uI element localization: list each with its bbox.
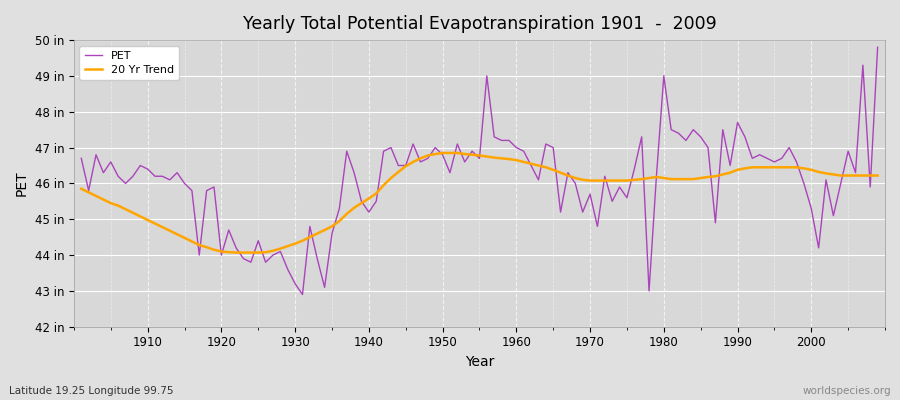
20 Yr Trend bbox=[135, 214, 146, 219]
20 Yr Trend bbox=[230, 250, 241, 255]
PET bbox=[518, 149, 529, 154]
20 Yr Trend bbox=[348, 205, 359, 210]
20 Yr Trend bbox=[518, 160, 529, 164]
PET bbox=[511, 145, 522, 150]
20 Yr Trend bbox=[526, 161, 536, 166]
Y-axis label: PET: PET bbox=[15, 171, 29, 196]
PET bbox=[872, 45, 883, 50]
Title: Yearly Total Potential Evapotranspiration 1901  -  2009: Yearly Total Potential Evapotranspiratio… bbox=[243, 15, 716, 33]
PET bbox=[297, 292, 308, 297]
20 Yr Trend bbox=[614, 178, 625, 183]
PET bbox=[76, 156, 86, 161]
Text: worldspecies.org: worldspecies.org bbox=[803, 386, 891, 396]
20 Yr Trend bbox=[872, 173, 883, 178]
Legend: PET, 20 Yr Trend: PET, 20 Yr Trend bbox=[79, 46, 179, 80]
PET bbox=[348, 170, 359, 175]
Line: 20 Yr Trend: 20 Yr Trend bbox=[81, 153, 878, 252]
PET bbox=[135, 163, 146, 168]
20 Yr Trend bbox=[437, 150, 448, 155]
PET bbox=[304, 224, 315, 229]
PET bbox=[607, 199, 617, 204]
X-axis label: Year: Year bbox=[464, 355, 494, 369]
Text: Latitude 19.25 Longitude 99.75: Latitude 19.25 Longitude 99.75 bbox=[9, 386, 174, 396]
20 Yr Trend bbox=[76, 186, 86, 191]
20 Yr Trend bbox=[304, 235, 315, 240]
Line: PET: PET bbox=[81, 47, 878, 294]
